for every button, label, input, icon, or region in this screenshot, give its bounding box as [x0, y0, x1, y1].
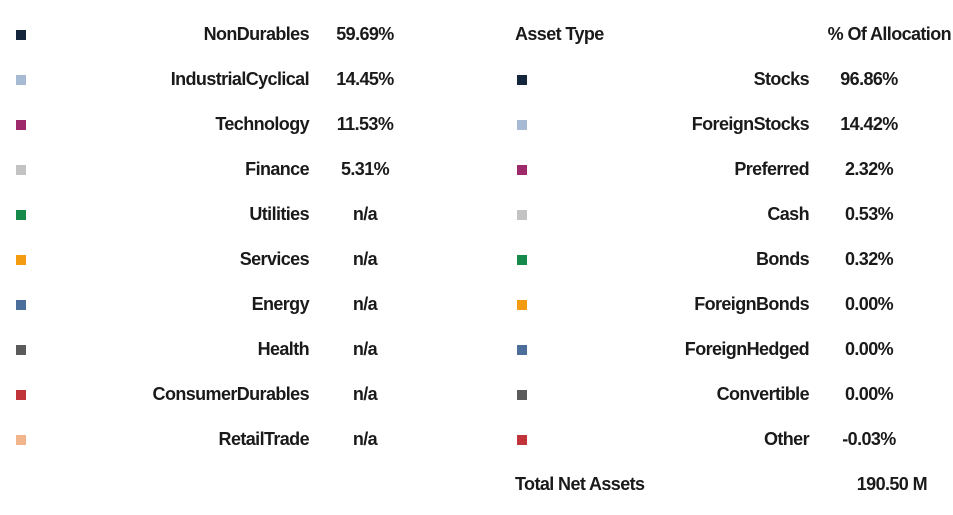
sector-name: RetailTrade — [218, 429, 310, 449]
allocation-header: % Of Allocation — [827, 24, 952, 44]
sector-value: n/a — [352, 384, 378, 404]
asset-table-header: Asset Type % Of Allocation — [515, 12, 952, 57]
asset-row-preferred: Preferred 2.32% — [515, 147, 951, 192]
legend-swatch — [517, 164, 527, 175]
legend-swatch — [517, 344, 527, 355]
asset-row-stocks: Stocks 96.86% — [515, 57, 951, 102]
sector-row-utilities: Utilities n/a — [14, 192, 434, 237]
legend-swatch — [16, 254, 26, 265]
asset-name: Bonds — [756, 249, 810, 269]
legend-swatch — [16, 434, 26, 445]
sector-name: NonDurables — [203, 24, 310, 44]
sector-name: IndustrialCyclical — [170, 69, 310, 89]
asset-row-bonds: Bonds 0.32% — [515, 237, 951, 282]
asset-name: Cash — [767, 204, 809, 224]
sector-value: n/a — [352, 249, 378, 269]
asset-row-foreignhedged: ForeignHedged 0.00% — [515, 327, 951, 372]
sector-name: Finance — [245, 159, 309, 179]
asset-name: Convertible — [716, 384, 810, 404]
legend-swatch — [16, 389, 26, 400]
sector-row-services: Services n/a — [14, 237, 434, 282]
total-net-assets-label: Total Net Assets — [515, 474, 645, 494]
legend-swatch — [517, 209, 527, 220]
asset-row-convertible: Convertible 0.00% — [515, 372, 951, 417]
sector-value: 11.53% — [336, 114, 394, 134]
sector-row-retailtrade: RetailTrade n/a — [14, 417, 434, 462]
sector-row-consumerdurables: ConsumerDurables n/a — [14, 372, 434, 417]
legend-swatch — [16, 344, 26, 355]
asset-row-foreignstocks: ForeignStocks 14.42% — [515, 102, 951, 147]
asset-value: 14.42% — [840, 114, 898, 134]
sector-row-health: Health n/a — [14, 327, 434, 372]
legend-swatch — [16, 119, 26, 130]
asset-value: 0.00% — [844, 384, 894, 404]
asset-name: ForeignBonds — [694, 294, 809, 314]
sector-row-nondurables: NonDurables 59.69% — [14, 12, 434, 57]
legend-swatch — [517, 119, 527, 130]
sector-name: Health — [257, 339, 310, 359]
asset-value: 0.00% — [844, 339, 894, 359]
asset-name: ForeignStocks — [691, 114, 810, 134]
sector-value: n/a — [352, 339, 378, 359]
sector-name: Energy — [251, 294, 310, 314]
sector-row-energy: Energy n/a — [14, 282, 434, 327]
sector-row-finance: Finance 5.31% — [14, 147, 434, 192]
asset-value: -0.03% — [842, 429, 896, 449]
sector-value: n/a — [352, 294, 378, 314]
asset-row-cash: Cash 0.53% — [515, 192, 951, 237]
legend-swatch — [517, 299, 527, 310]
legend-swatch — [16, 29, 26, 40]
legend-swatch — [517, 389, 527, 400]
legend-swatch — [517, 254, 527, 265]
sector-name: Services — [239, 249, 310, 269]
legend-swatch — [16, 164, 26, 175]
sector-value: 14.45% — [336, 69, 394, 89]
total-net-assets-row: Total Net Assets 190.50 M — [515, 462, 951, 507]
sector-row-industrialcyclical: IndustrialCyclical 14.45% — [14, 57, 434, 102]
asset-value: 0.00% — [844, 294, 894, 314]
sector-name: Technology — [215, 114, 309, 134]
asset-name: Stocks — [753, 69, 810, 89]
legend-swatch — [517, 434, 527, 445]
sector-value: n/a — [352, 204, 378, 224]
total-net-assets-value: 190.50 M — [856, 474, 928, 494]
asset-row-foreignbonds: ForeignBonds 0.00% — [515, 282, 951, 327]
legend-swatch — [16, 74, 26, 85]
legend-swatch — [16, 299, 26, 310]
asset-value: 96.86% — [840, 69, 898, 89]
asset-type-header: Asset Type — [515, 24, 604, 44]
sector-row-technology: Technology 11.53% — [14, 102, 434, 147]
asset-value: 2.32% — [844, 159, 894, 179]
sector-value: 59.69% — [336, 24, 394, 44]
sector-value: 5.31% — [340, 159, 390, 179]
legend-swatch — [517, 74, 527, 85]
asset-name: ForeignHedged — [684, 339, 810, 359]
asset-value: 0.53% — [844, 204, 894, 224]
asset-allocation-table: Asset Type % Of Allocation Stocks 96.86%… — [515, 12, 952, 507]
sector-value: n/a — [352, 429, 378, 449]
sector-name: Utilities — [249, 204, 309, 224]
sector-breakdown-list: NonDurables 59.69% IndustrialCyclical 14… — [14, 12, 434, 462]
asset-name: Preferred — [734, 159, 809, 179]
sector-name: ConsumerDurables — [152, 384, 310, 404]
asset-value: 0.32% — [844, 249, 894, 269]
legend-swatch — [16, 209, 26, 220]
asset-name: Other — [763, 429, 810, 449]
asset-row-other: Other -0.03% — [515, 417, 951, 462]
